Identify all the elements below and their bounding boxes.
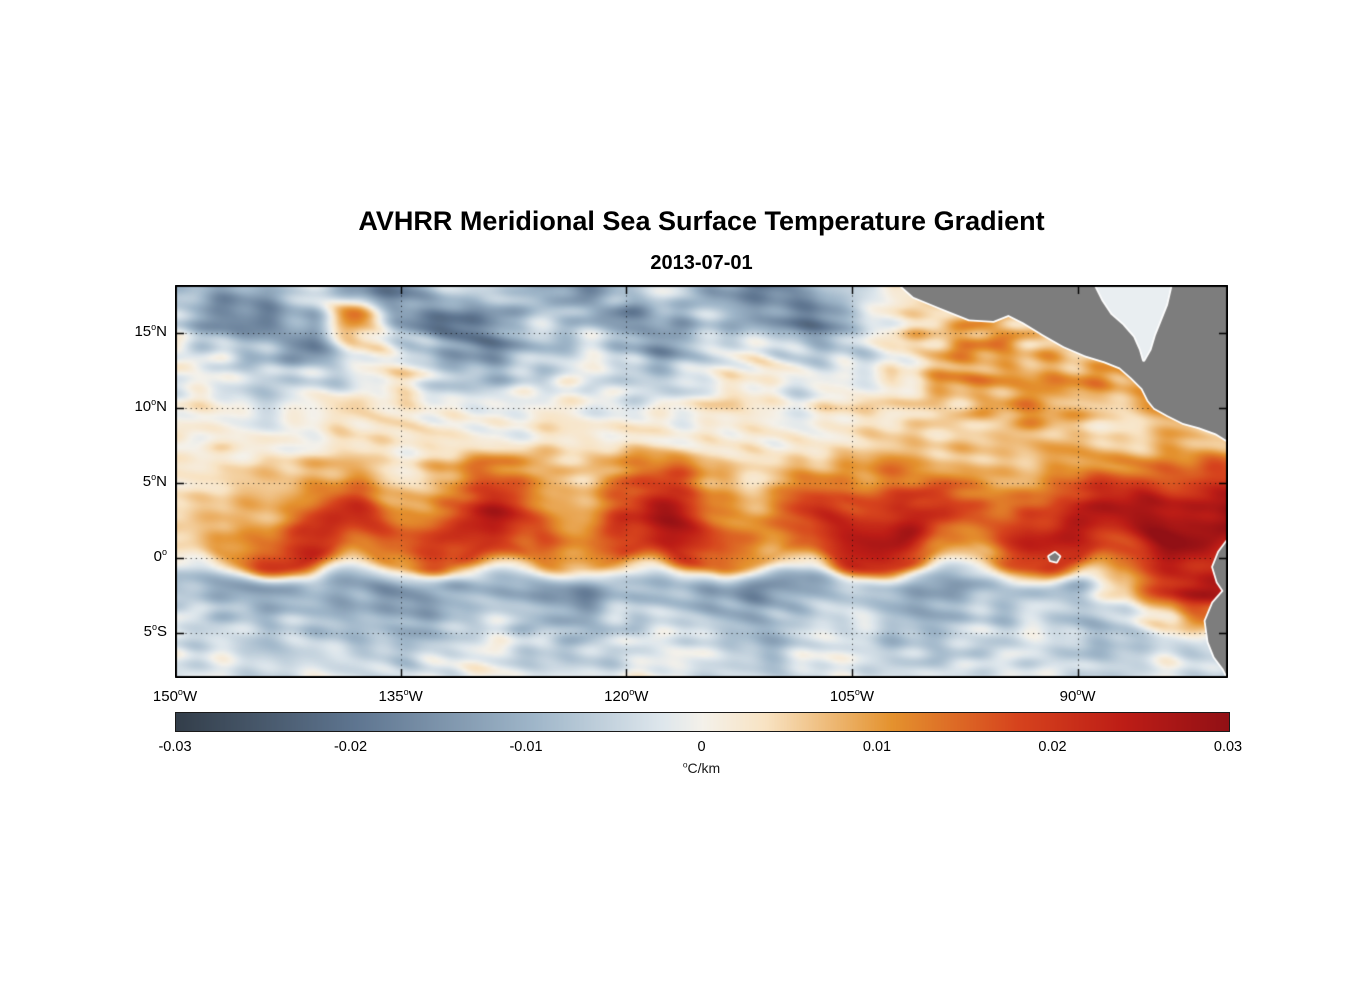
y-tick-label: 5oS <box>143 622 167 641</box>
x-tick-label: 105oW <box>829 687 875 706</box>
sst-gradient-map-canvas <box>175 285 1228 678</box>
colorbar-tick-label: 0 <box>697 739 706 755</box>
x-tick-label: 90oW <box>1059 687 1096 706</box>
x-tick-label: 150oW <box>152 687 198 706</box>
colorbar-tick-label: -0.03 <box>158 739 192 755</box>
x-tick-label: 120oW <box>604 687 649 706</box>
colorbar <box>175 712 1230 732</box>
y-tick-label: 10oN <box>134 397 167 416</box>
y-tick-label: 15oN <box>134 322 167 341</box>
x-tick-label: 135oW <box>378 687 423 706</box>
colorbar-tick-label: 0.02 <box>1038 739 1067 755</box>
map-plot-area <box>175 285 1228 678</box>
colorbar-units-label: oC/km <box>682 759 721 776</box>
chart-date-subtitle: 2013-07-01 <box>650 252 753 274</box>
y-tick-label: 5oN <box>142 472 167 491</box>
colorbar-canvas <box>175 712 1230 732</box>
chart-title: AVHRR Meridional Sea Surface Temperature… <box>358 206 1045 236</box>
colorbar-tick-label: 0.01 <box>862 739 892 755</box>
colorbar-tick-label: -0.01 <box>509 739 543 755</box>
colorbar-tick-label: 0.03 <box>1213 739 1243 755</box>
y-tick-label: 0o <box>153 547 167 566</box>
colorbar-tick-label: -0.02 <box>333 739 368 755</box>
